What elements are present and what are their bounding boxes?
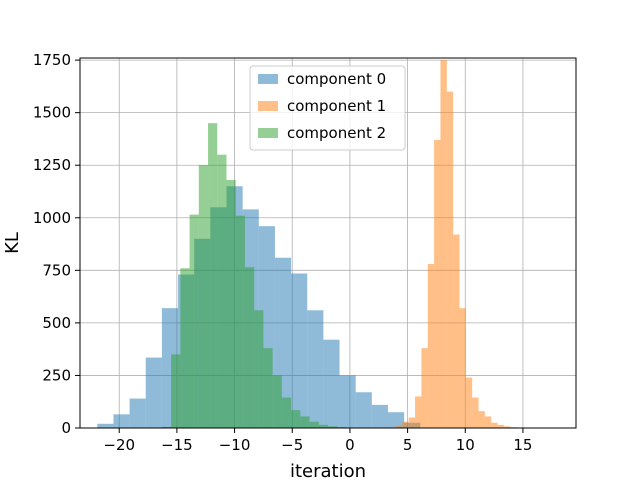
- x-axis-title: iteration: [290, 461, 366, 480]
- histogram-bar: [446, 91, 454, 429]
- histogram-bar: [300, 416, 310, 428]
- histogram-bars: [97, 60, 523, 429]
- series-1-bars: [396, 60, 523, 429]
- y-tick-label: 1000: [33, 209, 71, 227]
- series-2-bars: [161, 123, 347, 429]
- histogram-bar: [161, 426, 172, 428]
- histogram-bar: [355, 392, 372, 428]
- histogram-bar: [309, 421, 319, 428]
- histogram-bar: [171, 354, 181, 428]
- legend-label: component 0: [287, 70, 386, 88]
- histogram-bar: [459, 308, 466, 428]
- histogram-bar: [291, 273, 308, 428]
- histogram-bar: [497, 424, 504, 428]
- histogram-bar: [491, 422, 498, 428]
- histogram-bar: [434, 139, 441, 428]
- x-tick-label: 15: [513, 436, 532, 454]
- histogram-bar: [465, 377, 473, 428]
- histogram-bar: [415, 396, 422, 428]
- histogram-bar: [453, 234, 460, 428]
- histogram-bar: [244, 267, 255, 428]
- plot-frame: [79, 57, 577, 429]
- histogram-bar: [208, 123, 218, 428]
- legend-swatch: [258, 128, 278, 138]
- histogram-bar: [371, 404, 388, 428]
- x-tick-label: 10: [456, 436, 475, 454]
- histogram-bar: [263, 348, 273, 428]
- histogram-bar: [272, 375, 282, 428]
- x-tick-label: −20: [103, 436, 135, 454]
- histogram-bar: [189, 214, 199, 428]
- legend-label: component 2: [287, 124, 386, 142]
- histogram-bar: [339, 375, 356, 428]
- histogram-bar: [217, 154, 227, 429]
- histogram-bar: [503, 426, 511, 428]
- y-axis-ticks: 0 250 500 750 1000 1250 1500 1750: [33, 51, 80, 437]
- histogram-bar: [198, 165, 209, 428]
- legend-swatch: [258, 101, 278, 111]
- histogram-bar: [113, 414, 130, 428]
- histogram-bar: [402, 421, 409, 428]
- histogram-bar: [318, 424, 328, 428]
- histogram-bar: [396, 425, 403, 428]
- histogram-bar: [281, 397, 292, 428]
- x-tick-label: −15: [161, 436, 193, 454]
- y-tick-label: 750: [42, 261, 71, 279]
- y-tick-label: 500: [42, 314, 71, 332]
- histogram-bar: [387, 412, 405, 428]
- x-tick-label: −10: [219, 436, 251, 454]
- histogram-bar: [307, 310, 324, 428]
- histogram-bar: [421, 348, 428, 428]
- histogram-bar: [145, 357, 162, 428]
- histogram-bar: [478, 411, 485, 428]
- y-tick-label: 1750: [33, 51, 71, 69]
- histogram-bar: [97, 423, 114, 428]
- x-tick-label: −5: [281, 436, 303, 454]
- histogram-bar: [129, 398, 146, 428]
- histogram-bar: [472, 397, 479, 428]
- histogram-bar: [323, 339, 340, 428]
- histogram-bar: [408, 417, 416, 428]
- y-tick-label: 250: [42, 366, 71, 384]
- histogram-bar: [440, 60, 447, 429]
- legend-swatch: [258, 74, 278, 84]
- histogram-bar: [180, 268, 190, 428]
- y-tick-label: 0: [61, 419, 71, 437]
- legend: component 0 component 1 component 2: [249, 65, 406, 151]
- x-tick-label: 5: [403, 436, 413, 454]
- x-tick-label: 0: [345, 436, 355, 454]
- histogram-bar: [226, 179, 236, 428]
- y-axis-title: KL: [2, 232, 23, 254]
- histogram-bar: [484, 416, 492, 428]
- histogram-bar: [235, 215, 245, 428]
- histogram-bar: [291, 410, 301, 428]
- histogram-bar: [427, 264, 435, 428]
- x-axis-ticks: −20 −15 −10 −5 0 5 10 15: [103, 428, 532, 454]
- legend-label: component 1: [287, 97, 386, 115]
- histogram-bar: [328, 426, 338, 428]
- legend-box: [249, 65, 406, 151]
- y-tick-label: 1250: [33, 156, 71, 174]
- histogram-bar: [254, 310, 264, 428]
- y-tick-label: 1500: [33, 104, 71, 122]
